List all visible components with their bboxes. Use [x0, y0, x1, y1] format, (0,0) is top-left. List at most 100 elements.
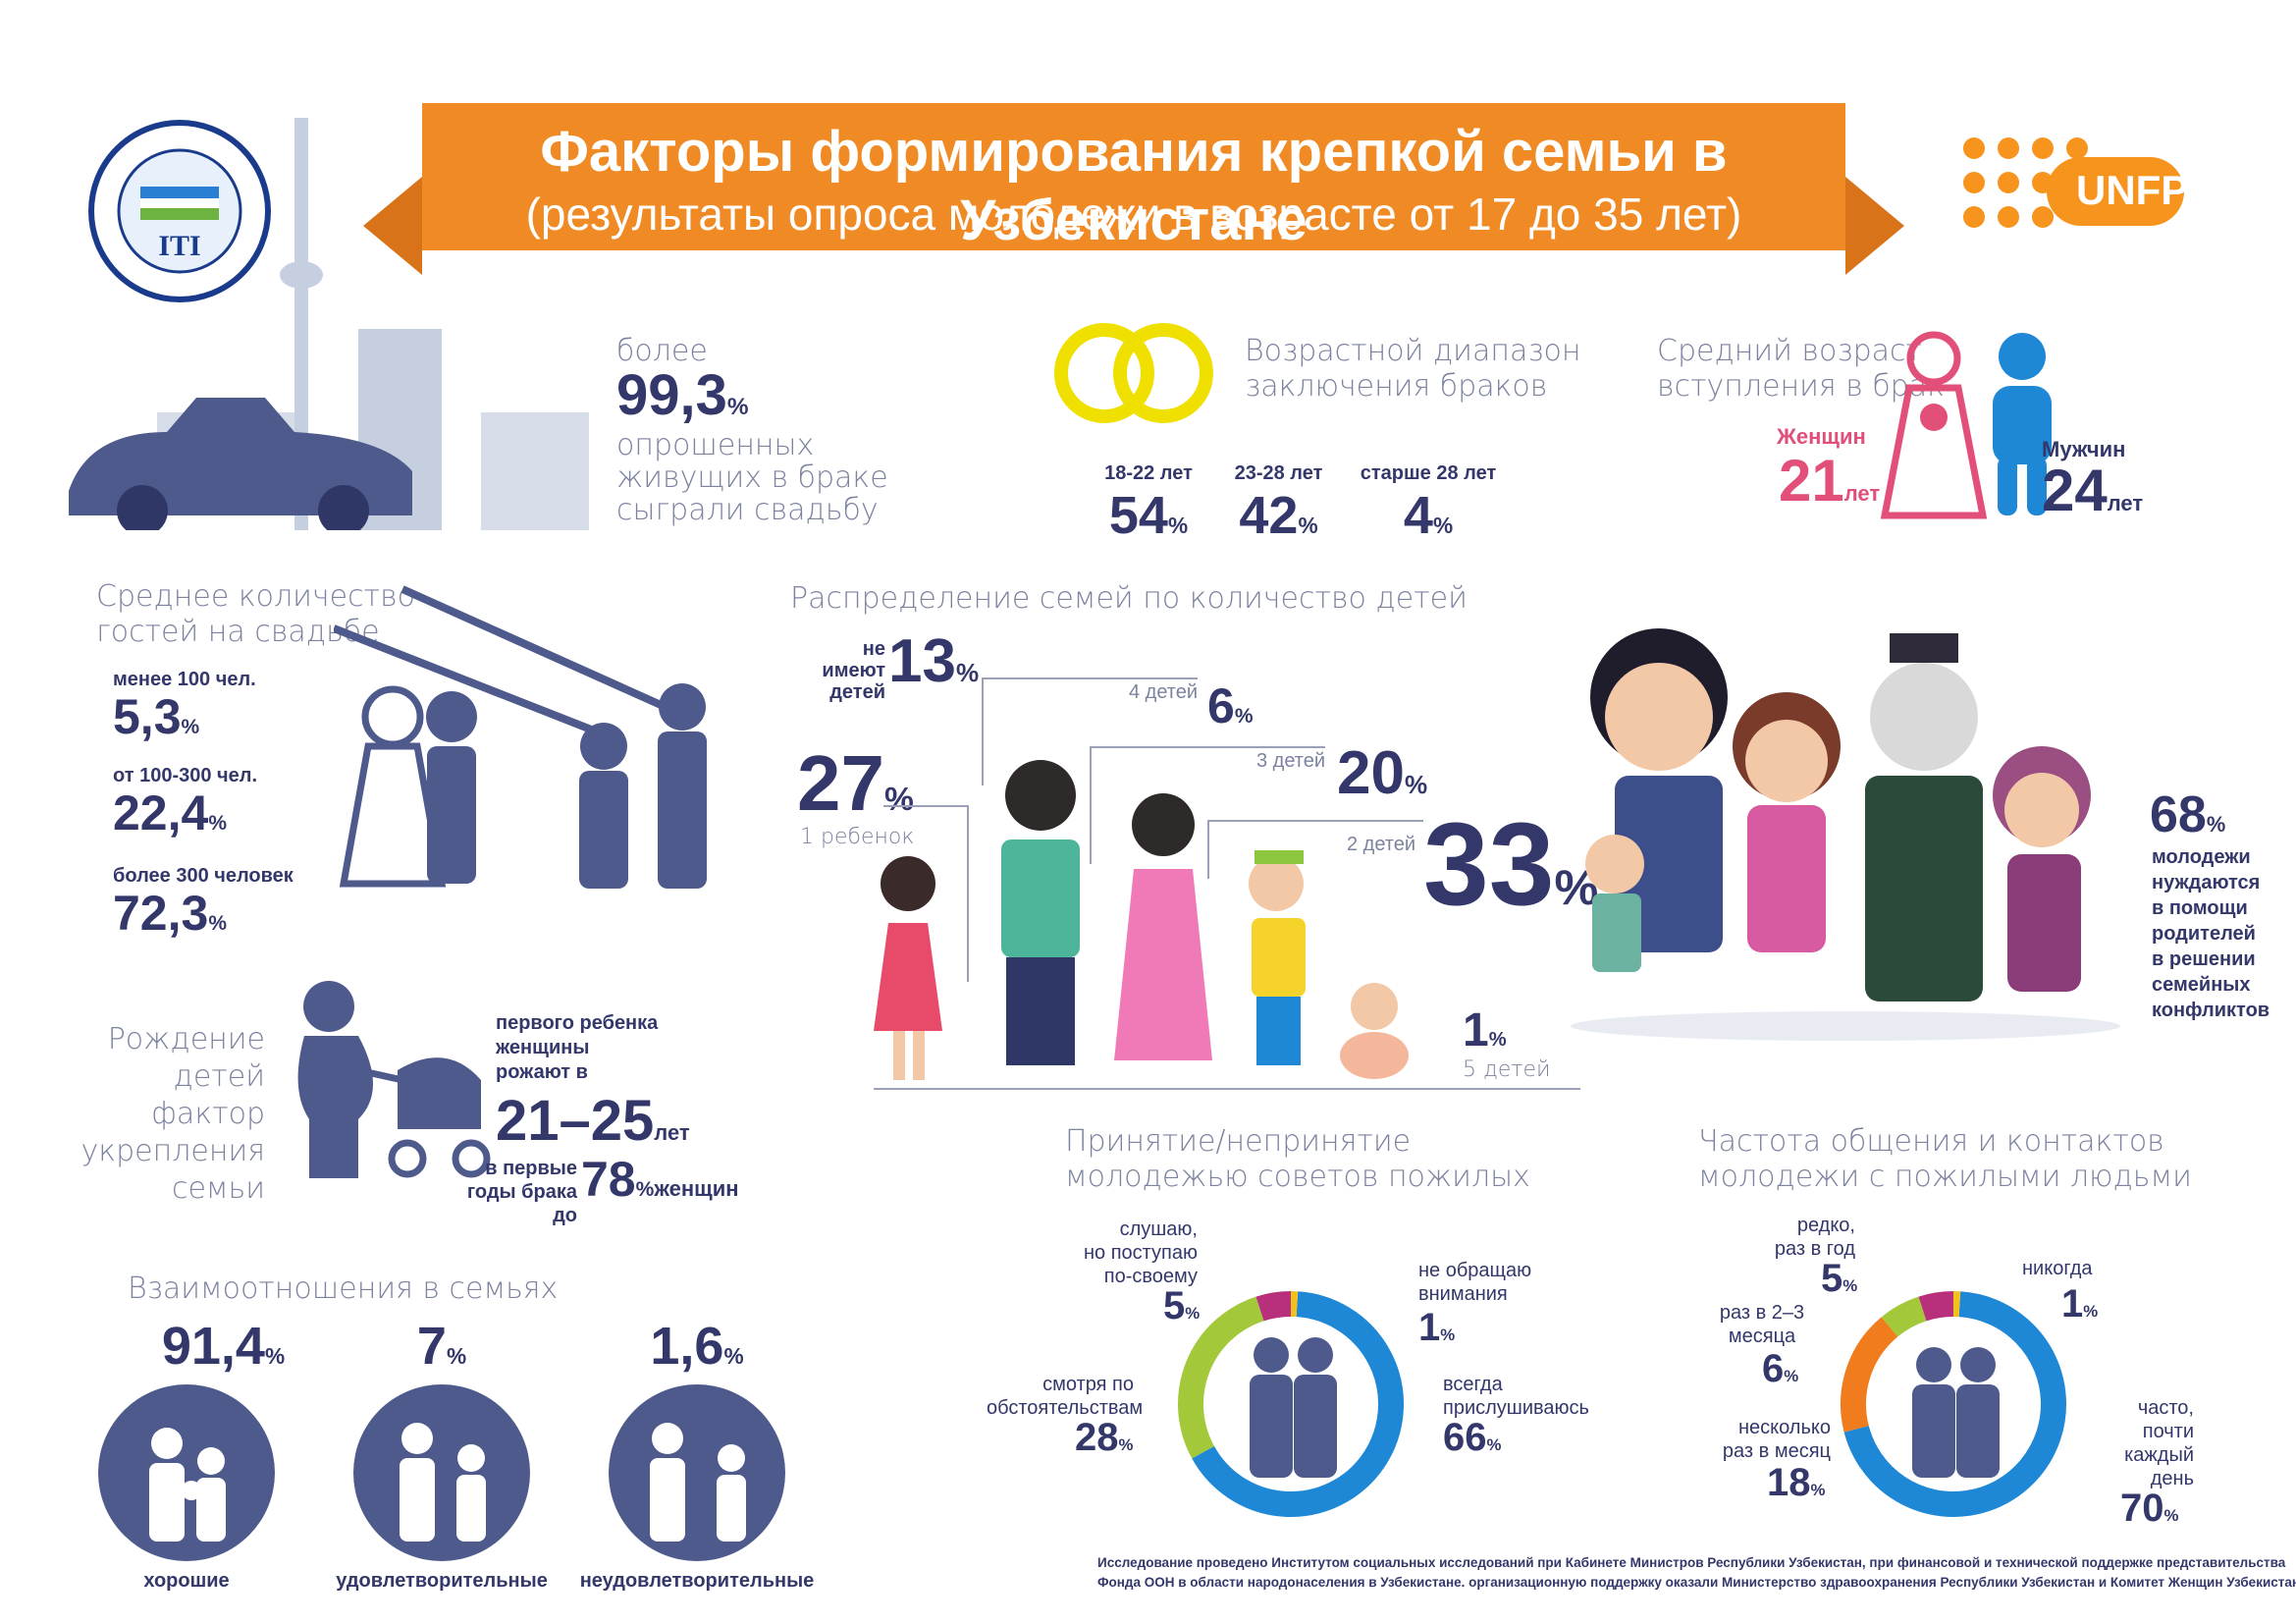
birth-title: Рождение детей фактор укрепления семьи — [80, 1022, 265, 1206]
contact-several-label: несколько раз в месяц — [1722, 1417, 1831, 1462]
marriage-age-title: Возрастной диапазон заключения браков — [1245, 334, 1581, 404]
banner-fold-right — [1845, 177, 1904, 275]
three-children-value: 20% — [1337, 739, 1428, 807]
advice-title: Принятие/непринятие молодежью советов пож… — [1065, 1124, 1530, 1194]
title-banner — [422, 103, 1845, 250]
parents-help-text: молодежи нуждаются в помощи родителей в реше… — [2152, 846, 2270, 1021]
contact-donut-chart — [1841, 1291, 2066, 1517]
contact-several-value: 18% — [1767, 1461, 1826, 1504]
four-children-value: 6% — [1207, 678, 1254, 733]
institute-logo: ITI — [88, 120, 271, 302]
advice-always-value: 66% — [1443, 1416, 1502, 1459]
avg-age-title: Средний возраст вступления в брак — [1657, 334, 1945, 404]
leader-line — [967, 805, 969, 982]
women-label: Женщин — [1777, 424, 1866, 449]
marriage-age-23-28: 23-28 лет 42% — [1234, 462, 1323, 545]
contact-daily-value: 70% — [2120, 1487, 2179, 1530]
advice-ignore-label: не обращаю внимания — [1418, 1260, 1532, 1305]
contact-rare-value: 5% — [1821, 1257, 1858, 1300]
couple-icon — [400, 1423, 486, 1542]
unfpa-logo: UNFPA — [1963, 137, 2216, 255]
relations-bad-label: неудовлетворительные — [579, 1570, 815, 1592]
relations-ok-value: 7% — [416, 1317, 467, 1376]
relations-good-value: 91,4% — [161, 1317, 286, 1376]
three-children-label: 3 детей — [1256, 750, 1326, 772]
one-child-value: 27% — [797, 739, 914, 827]
relations-good-label: хорошие — [143, 1570, 230, 1592]
birth-age-range: 21–25лет — [496, 1089, 690, 1153]
leader-line — [883, 805, 967, 807]
contact-monthly-label: раз в 2–3 месяца — [1719, 1302, 1805, 1347]
leader-line — [982, 677, 984, 785]
donut-slice-1 — [1843, 1291, 2066, 1517]
donut-slice-3 — [1255, 1291, 1292, 1322]
contact-monthly-value: 6% — [1762, 1347, 1799, 1390]
guests-under-100: менее 100 чел. 5,3% — [113, 669, 256, 744]
wedding-rings-icon — [1054, 323, 1213, 423]
footnote: Исследование проведено Институтом социал… — [1097, 1555, 2296, 1590]
mother-stroller-icon — [297, 981, 491, 1178]
five-children-label: 5 детей — [1463, 1057, 1551, 1082]
page-subtitle: (результаты опроса молодежи в возрасте о… — [525, 189, 1742, 240]
two-children-value: 33% — [1423, 798, 1599, 930]
banner-fold-left — [363, 177, 422, 275]
svg-text:ITI: ITI — [158, 230, 200, 262]
contact-daily-label: часто, почти каждый день — [2124, 1397, 2194, 1489]
city-car-illustration — [69, 118, 589, 530]
donut-slice-4 — [1918, 1291, 1954, 1322]
advice-donut-chart — [1178, 1291, 1404, 1517]
relations-ok-label: удовлетворительные — [336, 1570, 548, 1592]
advice-depends-label: смотря по обстоятельствам — [987, 1374, 1144, 1419]
donut-slice-3 — [1881, 1296, 1927, 1337]
four-children-label: 4 детей — [1129, 681, 1199, 703]
leader-line — [1090, 746, 1325, 748]
no-children-value: 13% — [888, 627, 980, 695]
donut-slice-1 — [1192, 1291, 1404, 1517]
contact-title: Частота общения и контактов молодежи с по… — [1698, 1124, 2192, 1194]
marriage-age-18-22: 18-22 лет 54% — [1104, 462, 1193, 545]
elderly-couple-icon — [1250, 1337, 1337, 1478]
advice-own-way-label: слушаю, но поступаю по-своему — [1083, 1218, 1198, 1287]
wedding-desc: опрошенных живущих в браке сыграли свадьбу — [616, 428, 888, 527]
advice-own-way-value: 5% — [1163, 1284, 1201, 1327]
contact-never-value: 1% — [2061, 1282, 2099, 1326]
parents-help-value: 68% — [2150, 786, 2226, 843]
relations-ok-circle — [353, 1384, 530, 1561]
men-age: 24лет — [2042, 458, 2144, 523]
leader-line — [1090, 746, 1092, 864]
no-children-label: не имеют детей — [822, 638, 885, 703]
birth-years-text: в первые годы брака до — [466, 1158, 577, 1226]
relations-good-circle — [98, 1384, 275, 1561]
separated-couple-icon — [650, 1423, 746, 1542]
family-illustration — [1571, 628, 2120, 1041]
baseline-line — [874, 1088, 1580, 1090]
wedding-trumpeters-illustration — [334, 585, 707, 889]
wedding-prefix: более — [616, 334, 708, 368]
one-child-label: 1 ребенок — [800, 825, 915, 849]
birth-text: первого ребенка женщины рожают в — [496, 1012, 659, 1083]
birth-pct: 78%женщин — [581, 1152, 739, 1207]
advice-always-label: всегда прислушиваюсь — [1443, 1374, 1589, 1419]
relations-bad-circle — [609, 1384, 785, 1561]
contact-rare-label: редко, раз в год — [1774, 1215, 1855, 1260]
wedding-value: 99,3% — [616, 363, 749, 427]
guests-over-300: более 300 человек 72,3% — [113, 865, 294, 941]
relations-title: Взаимоотношения в семьях — [128, 1272, 559, 1306]
five-children-value: 1% — [1463, 1004, 1507, 1056]
unfpa-logo-text: UNFPA — [2076, 167, 2216, 213]
children-dist-title: Распределение семей по количество детей — [790, 581, 1468, 616]
groom-icon — [1993, 333, 2052, 515]
page-title: Факторы формирования крепкой семьи в Узб… — [540, 120, 1728, 252]
leader-line — [1207, 820, 1423, 822]
bride-icon — [1880, 331, 1988, 519]
children-illustration — [874, 760, 1409, 1080]
elderly-couple-icon — [1912, 1347, 2000, 1478]
relations-bad-value: 1,6% — [650, 1317, 744, 1376]
marriage-age-over-28: старше 28 лет 4% — [1360, 462, 1497, 545]
donut-slice-2 — [1178, 1296, 1264, 1459]
guests-100-300: от 100-300 чел. 22,4% — [113, 765, 258, 840]
donut-slice-2 — [1841, 1317, 1898, 1433]
advice-depends-value: 28% — [1075, 1416, 1134, 1459]
contact-never-label: никогда — [2022, 1258, 2093, 1279]
two-children-label: 2 детей — [1347, 834, 1416, 855]
